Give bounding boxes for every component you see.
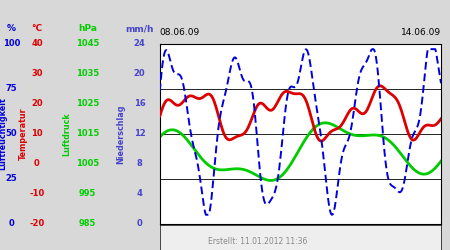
Text: Erstellt: 11.01.2012 11:36: Erstellt: 11.01.2012 11:36 [208,237,308,246]
Text: 25: 25 [5,174,17,183]
Text: 1045: 1045 [76,39,99,48]
Text: 20: 20 [134,69,145,78]
Text: 985: 985 [79,219,96,228]
Text: 75: 75 [5,84,17,93]
Text: 40: 40 [31,39,43,48]
Text: 30: 30 [31,69,43,78]
Text: 12: 12 [134,129,145,138]
Text: 14.06.09: 14.06.09 [401,28,441,36]
Text: 1015: 1015 [76,129,99,138]
Text: -10: -10 [29,189,45,198]
Text: %: % [7,24,16,33]
Text: 8: 8 [137,159,142,168]
Text: mm/h: mm/h [125,24,154,33]
Text: 08.06.09: 08.06.09 [160,28,200,36]
Text: 1005: 1005 [76,159,99,168]
Text: °C: °C [32,24,42,33]
Text: 0: 0 [137,219,142,228]
Text: 995: 995 [79,189,96,198]
Text: 50: 50 [5,129,17,138]
Text: 100: 100 [3,39,20,48]
Text: Niederschlag: Niederschlag [116,104,125,164]
Text: -20: -20 [29,219,45,228]
Text: hPa: hPa [78,24,97,33]
Text: Luftfeuchtigkeit: Luftfeuchtigkeit [0,97,7,170]
Text: 1035: 1035 [76,69,99,78]
Text: 20: 20 [31,99,43,108]
Text: Temperatur: Temperatur [19,108,28,160]
Text: 0: 0 [34,159,40,168]
Text: 24: 24 [134,39,145,48]
Text: 10: 10 [31,129,43,138]
Text: 1025: 1025 [76,99,99,108]
Text: 4: 4 [136,189,143,198]
Text: 0: 0 [9,219,14,228]
Text: Luftdruck: Luftdruck [62,112,71,156]
Text: 16: 16 [134,99,145,108]
